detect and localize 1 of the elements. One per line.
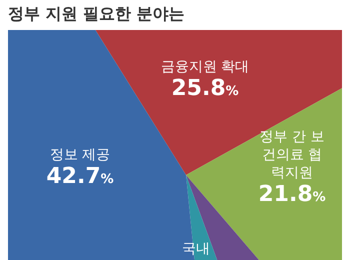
title: 정부 지원 필요한 분야는: [8, 4, 185, 25]
